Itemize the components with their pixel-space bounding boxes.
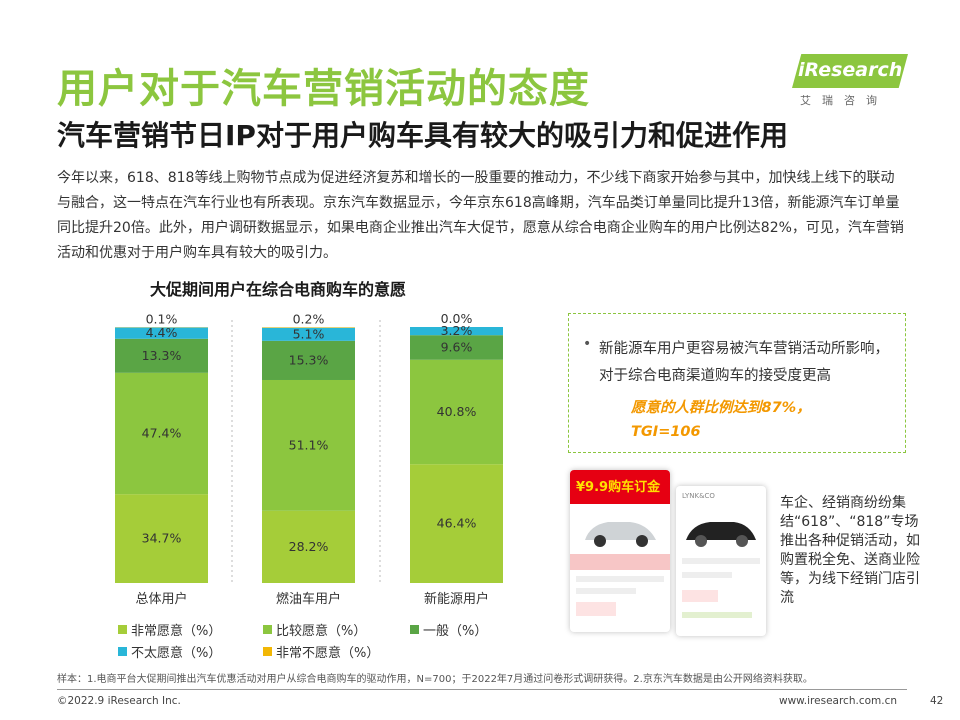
- data-label: 15.3%: [289, 352, 329, 367]
- data-label: 5.1%: [293, 326, 325, 341]
- legend-item: 一般（%）: [410, 620, 487, 639]
- logo-subtitle: 艾瑞咨询: [800, 94, 888, 107]
- data-label: 4.4%: [146, 325, 178, 340]
- data-label: 9.6%: [441, 339, 473, 354]
- category-label: 新能源用户: [424, 591, 489, 607]
- data-label: 47.4%: [142, 425, 182, 440]
- legend-swatch: [263, 625, 272, 634]
- promo-line: [576, 576, 664, 582]
- bar-segment: [410, 464, 503, 583]
- intro-paragraph: 今年以来，618、818等线上购物节点成为促进经济复苏和增长的一股重要的推动力，…: [57, 170, 904, 261]
- logo-mark: [792, 54, 908, 88]
- insight-text: 新能源车用户更容易被汽车营销活动所影响，对于综合电商渠道购车的接受度更高: [599, 341, 889, 384]
- website-link[interactable]: www.iresearch.com.cn: [779, 695, 898, 707]
- footer-divider: [57, 689, 907, 690]
- data-label: 3.2%: [441, 323, 473, 338]
- bar-segment: [115, 338, 208, 373]
- promo-price-tag: [682, 590, 718, 602]
- legend-label: 非常愿意（%）: [131, 624, 222, 639]
- page-title: 用户对于汽车营销活动的态度: [57, 66, 590, 112]
- promo-line: [682, 558, 760, 564]
- bullet-marker: •: [583, 336, 592, 352]
- logo-text: iResearch: [798, 59, 903, 81]
- data-label: 46.4%: [437, 516, 477, 531]
- promo-banner-text-1: ¥9.9购车订金: [576, 480, 661, 495]
- promo-strip-1: [570, 554, 670, 570]
- promo-screenshot-1: ¥9.9购车订金: [570, 470, 670, 632]
- category-label: 燃油车用户: [276, 591, 341, 607]
- promo-banner-text-2: LYNK&CO: [682, 492, 715, 500]
- insight-highlight-ratio: 愿意的人群比例达到87%，: [631, 400, 811, 416]
- bar-segment: [410, 335, 503, 360]
- insight-highlight-tgi: TGI=106: [631, 424, 701, 440]
- promo-line: [682, 572, 732, 578]
- data-label: 51.1%: [289, 437, 329, 452]
- legend-swatch: [118, 647, 127, 656]
- legend-label: 非常不愿意（%）: [276, 646, 380, 661]
- data-label: 0.2%: [293, 311, 325, 326]
- bar-segment: [262, 340, 355, 380]
- legend-swatch: [410, 625, 419, 634]
- legend-label: 不太愿意（%）: [131, 646, 222, 661]
- legend-label: 比较愿意（%）: [276, 624, 367, 639]
- stacked-bar-chart: 34.7% 47.4% 13.3% 4.4%0.1% 总体用户 28.2% 51.1% 15.…: [115, 311, 503, 607]
- bar-segment: [410, 327, 503, 336]
- data-label: 28.2%: [289, 539, 329, 554]
- chart-title: 大促期间用户在综合电商购车的意愿: [150, 280, 407, 299]
- bar-segment: [410, 359, 503, 465]
- legend-item: 非常愿意（%）: [118, 620, 221, 639]
- category-label: 总体用户: [135, 591, 187, 607]
- legend-item: 不太愿意（%）: [118, 642, 221, 661]
- promo-price-tag: [576, 602, 616, 616]
- bar-segment: [115, 327, 208, 339]
- legend-item: 非常不愿意（%）: [263, 642, 379, 661]
- promo-screenshot-2: LYNK&CO: [676, 486, 766, 636]
- data-label: 40.8%: [437, 404, 477, 419]
- iresearch-logo: iResearch 艾瑞咨询: [792, 54, 912, 110]
- bar-segment: [262, 510, 355, 583]
- promo-banner-1: [570, 470, 670, 504]
- bar-segment: [262, 327, 355, 328]
- data-label: 0.0%: [441, 311, 473, 326]
- bar-segment: [262, 327, 355, 341]
- sample-footnote: 样本：1.电商平台大促期间推出汽车优惠活动对用户从综合电商购车的驱动作用，N=7…: [57, 674, 813, 685]
- data-label: 13.3%: [142, 348, 182, 363]
- car-image-1: [585, 522, 656, 547]
- bar-segment: [115, 494, 208, 583]
- data-label: 34.7%: [142, 531, 182, 546]
- legend-item: 比较愿意（%）: [263, 620, 366, 639]
- legend-swatch: [118, 625, 127, 634]
- insight-callout: • 新能源车用户更容易被汽车营销活动所影响，对于综合电商渠道购车的接受度更高 愿…: [568, 313, 906, 453]
- bar-segment: [115, 372, 208, 495]
- data-label: 0.1%: [146, 311, 178, 326]
- promo-line: [576, 588, 636, 594]
- page-subtitle: 汽车营销节日IP对于用户购车具有较大的吸引力和促进作用: [57, 119, 788, 152]
- copyright: ©2022.9 iResearch Inc.: [57, 695, 181, 707]
- legend-label: 一般（%）: [423, 624, 488, 639]
- page-number: 42: [930, 695, 944, 707]
- promo-description: 车企、经销商纷纷集结“618”、“818”专场推出各种促销活动，如购置税全免、送…: [780, 495, 920, 606]
- car-image-2: [686, 522, 756, 547]
- legend-swatch: [263, 647, 272, 656]
- bar-segment: [262, 379, 355, 511]
- promo-line: [682, 612, 752, 618]
